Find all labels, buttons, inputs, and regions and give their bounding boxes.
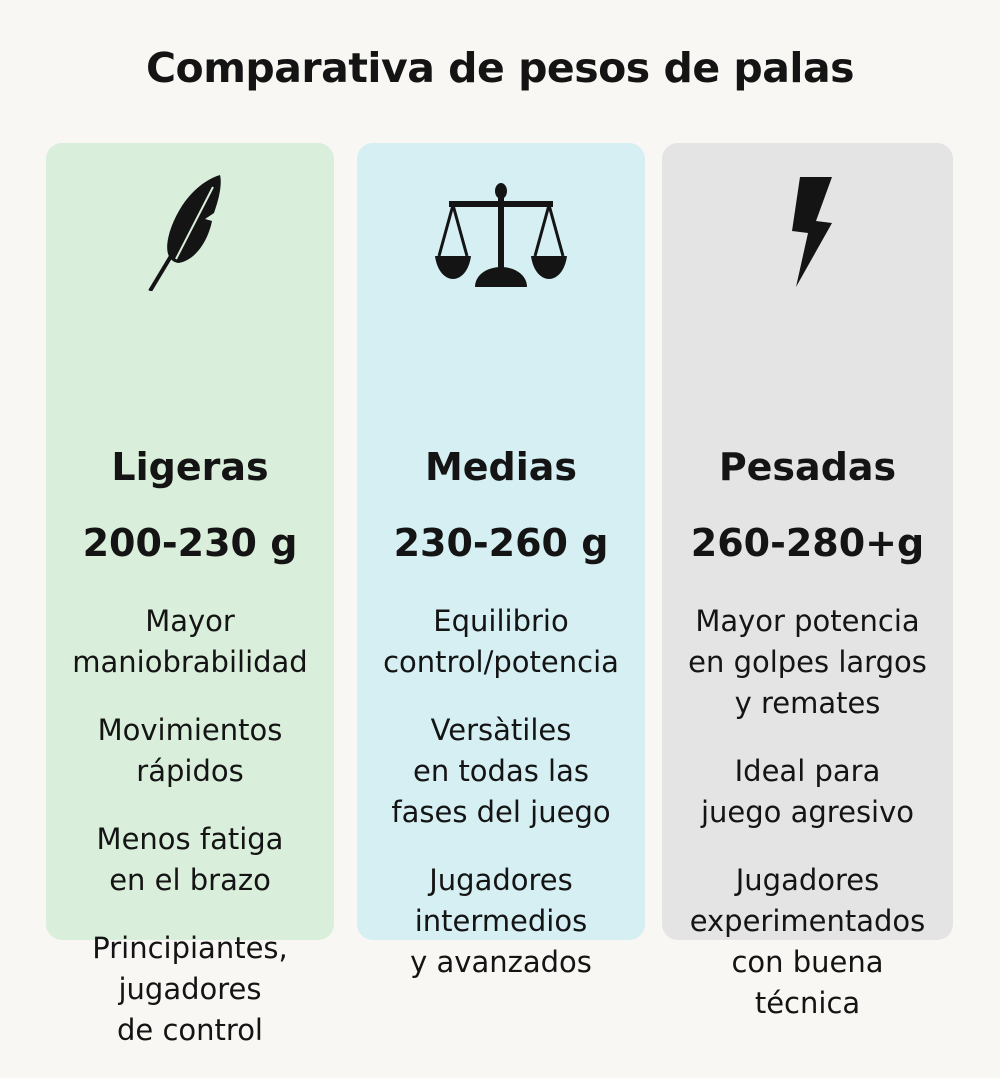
feature-line: jugadores bbox=[118, 972, 262, 1006]
weight-range: 200-230 g bbox=[82, 521, 298, 565]
feature-line: Mayor bbox=[145, 604, 235, 638]
card-medias: Medias 230-260 g Equilibrio control/poten… bbox=[357, 143, 645, 979]
feature-line: intermedios bbox=[414, 904, 588, 938]
card-ligeras: Ligeras 200-230 g Mayor maniobrabilidad M… bbox=[46, 143, 334, 1047]
feature-line: en el brazo bbox=[109, 863, 271, 897]
feature-line: en golpes largos bbox=[688, 645, 927, 679]
feature-line: rápidos bbox=[136, 754, 244, 788]
feature-item: Menos fatiga en el brazo bbox=[46, 819, 334, 901]
feature-line: con buena bbox=[731, 945, 884, 979]
feature-item: Mayor maniobrabilidad bbox=[46, 601, 334, 683]
feature-line: Jugadores bbox=[429, 863, 573, 897]
feature-item: Jugadores intermedios y avanzados bbox=[357, 860, 645, 983]
feature-line: técnica bbox=[754, 986, 861, 1020]
feature-line: Ideal para bbox=[734, 754, 881, 788]
feature-item: Mayor potencia en golpes largos y remates bbox=[662, 601, 953, 724]
feature-item: Ideal para juego agresivo bbox=[662, 751, 953, 833]
feature-item: Movimientos rápidos bbox=[46, 710, 334, 792]
category-name: Ligeras bbox=[111, 445, 269, 489]
weight-range: 230-260 g bbox=[393, 521, 609, 565]
feature-line: Principiantes, bbox=[92, 931, 288, 965]
category-name: Medias bbox=[424, 445, 578, 489]
feature-line: de control bbox=[117, 1013, 263, 1047]
feature-line: control/potencia bbox=[383, 645, 619, 679]
category-name: Pesadas bbox=[718, 445, 897, 489]
lightning-bolt-icon bbox=[791, 177, 832, 287]
feature-line: fases del juego bbox=[391, 795, 611, 829]
weight-range: 260-280+g bbox=[690, 521, 925, 565]
feature-list: Mayor maniobrabilidad Movimientos rápidos … bbox=[46, 601, 334, 1078]
feature-line: juego agresivo bbox=[700, 795, 915, 829]
feather-icon bbox=[148, 175, 221, 291]
feature-line: maniobrabilidad bbox=[72, 645, 308, 679]
feature-line: experimentados bbox=[689, 904, 926, 938]
feature-item: Jugadores experimentados con buena técnica bbox=[662, 860, 953, 1024]
feature-line: y avanzados bbox=[410, 945, 592, 979]
feature-item: Equilibrio control/potencia bbox=[357, 601, 645, 683]
feature-line: Equilibrio bbox=[433, 604, 569, 638]
feature-line: Movimientos bbox=[97, 713, 283, 747]
feature-line: Menos fatiga bbox=[96, 822, 284, 856]
feature-line: y remates bbox=[734, 686, 881, 720]
card-pesadas: Pesadas 260-280+g Mayor potencia en golpe… bbox=[662, 143, 953, 1020]
feature-line: en todas las bbox=[413, 754, 589, 788]
feature-line: Jugadores bbox=[735, 863, 880, 897]
balance-scale-icon bbox=[435, 183, 567, 287]
feature-line: Versàtiles bbox=[430, 713, 572, 747]
feature-item: Versàtiles en todas las fases del juego bbox=[357, 710, 645, 833]
page-title: Comparativa de pesos de palas bbox=[145, 44, 855, 92]
feature-line: Mayor potencia bbox=[695, 604, 920, 638]
feature-item: Principiantes, jugadores de control bbox=[46, 928, 334, 1051]
feature-list: Equilibrio control/potencia Versàtiles en … bbox=[357, 601, 645, 1010]
feature-list: Mayor potencia en golpes largos y remates … bbox=[662, 601, 953, 1051]
